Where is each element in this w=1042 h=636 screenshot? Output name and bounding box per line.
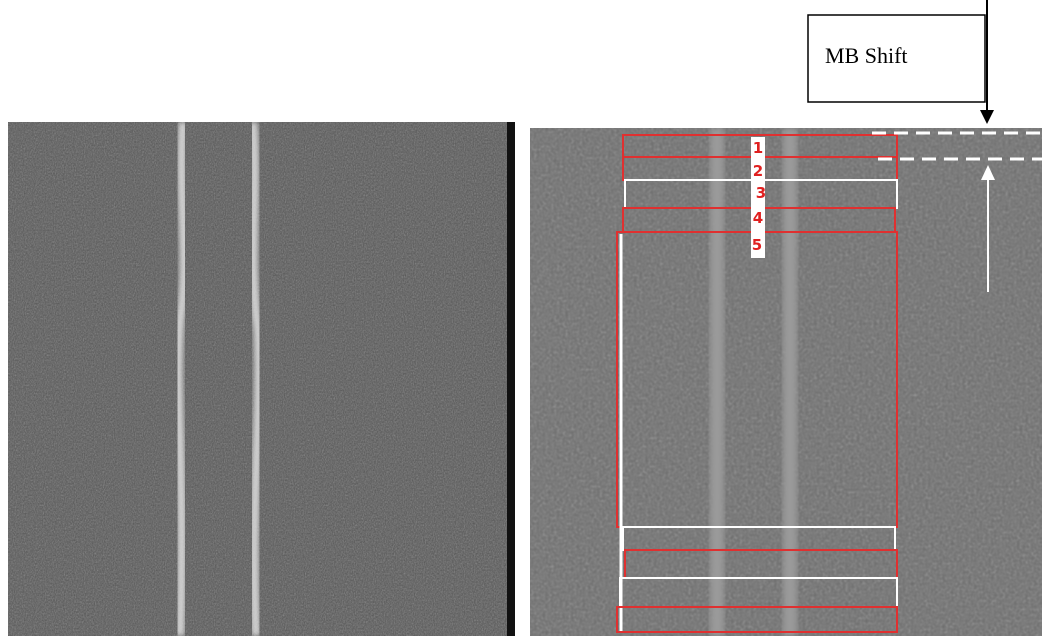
- marker-label: 5: [752, 236, 762, 254]
- left-image: [8, 122, 515, 636]
- marker-label: 1: [753, 139, 763, 157]
- label-box: [807, 14, 986, 103]
- right-image: 1 2 3 4 5: [530, 128, 1042, 636]
- marker-label: 2: [753, 162, 763, 180]
- mb-shift-label: MB Shift: [825, 43, 908, 68]
- box-numbers: 1 2 3 4 5: [751, 137, 766, 258]
- marker-label: 4: [753, 209, 763, 227]
- marker-label: 3: [756, 184, 766, 202]
